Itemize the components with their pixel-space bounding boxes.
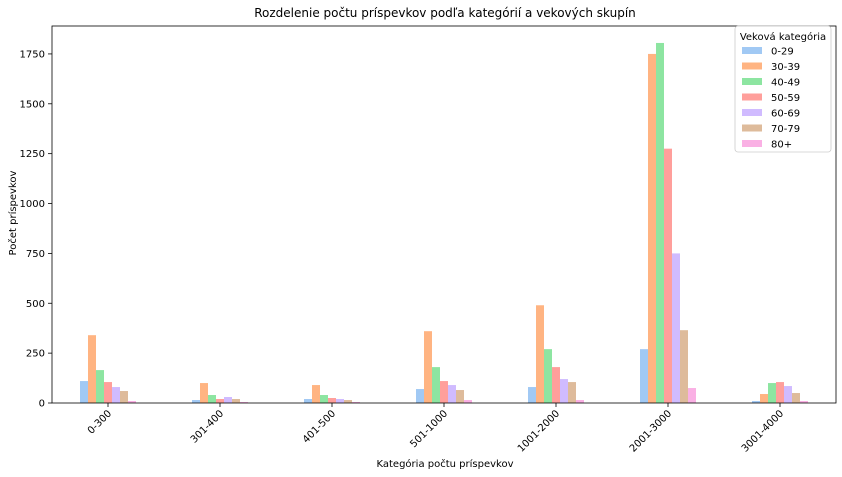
- bar-3001-4000-30-39: [760, 394, 768, 403]
- bar-3001-4000-50-59: [776, 382, 784, 403]
- bar-301-400-40-49: [208, 395, 216, 403]
- x-axis-title: Kategória počtu príspevkov: [377, 458, 514, 470]
- legend-swatch-30-39: [742, 62, 762, 70]
- bar-301-400-30-39: [200, 383, 208, 403]
- y-tick-label: 750: [26, 249, 45, 260]
- bar-3001-4000-0-29: [752, 401, 760, 403]
- legend-swatch-60-69: [742, 109, 762, 116]
- bar-3001-4000-40-49: [768, 383, 776, 403]
- chart-title: Rozdelenie počtu príspevkov podľa kategó…: [254, 6, 636, 20]
- y-tick-label: 500: [26, 299, 45, 310]
- bar-2001-3000-70-79: [680, 330, 688, 403]
- y-tick-label: 1750: [20, 49, 45, 60]
- legend-swatch-70-79: [742, 124, 762, 132]
- bar-401-500-0-29: [304, 399, 312, 403]
- x-tick-label: 401-500: [301, 408, 338, 445]
- bar-401-500-70-79: [344, 400, 352, 403]
- y-tick-label: 1500: [20, 99, 45, 110]
- y-tick-label: 0: [39, 399, 45, 410]
- bar-1001-2000-50-59: [552, 367, 560, 403]
- bar-401-500-50-59: [328, 398, 336, 403]
- x-tick-label: 0-300: [86, 408, 114, 436]
- bar-1001-2000-0-29: [528, 387, 536, 403]
- bar-301-400-0-29: [192, 400, 200, 403]
- bar-1001-2000-30-39: [536, 305, 544, 403]
- bar-401-500-40-49: [320, 395, 328, 403]
- legend: Veková kategória 0-29 30-39 40-49 50-59 60-6…: [734, 25, 832, 153]
- bar-301-400-60-69: [224, 397, 232, 403]
- legend-label-70-79: 70-79: [771, 124, 800, 135]
- bar-501-1000-0-29: [416, 389, 424, 403]
- legend-title: Veková kategória: [740, 31, 826, 43]
- plot-frame: [51, 25, 837, 404]
- bar-301-400-80+: [240, 402, 248, 403]
- bar-0-300-80+: [128, 401, 136, 403]
- bar-3001-4000-80+: [800, 401, 808, 403]
- bar-301-400-70-79: [232, 399, 240, 403]
- bar-401-500-80+: [352, 402, 360, 403]
- bar-501-1000-80+: [464, 400, 472, 403]
- bar-2001-3000-80+: [688, 388, 696, 403]
- legend-swatch-40-49: [742, 78, 762, 85]
- bar-2001-3000-40-49: [656, 42, 664, 404]
- bar-501-1000-40-49: [432, 367, 440, 403]
- bar-501-1000-70-79: [456, 390, 464, 403]
- bar-501-1000-30-39: [424, 331, 432, 403]
- bar-401-500-30-39: [312, 385, 320, 403]
- bar-501-1000-50-59: [440, 381, 448, 403]
- bar-3001-4000-60-69: [784, 386, 792, 403]
- bar-2001-3000-0-29: [640, 349, 648, 403]
- bar-3001-4000-70-79: [792, 393, 800, 403]
- legend-label-60-69: 60-69: [771, 109, 800, 120]
- x-tick-label: 1001-2000: [516, 408, 562, 454]
- y-axis: 0 250 500 750 1000 1250 1500 1750: [20, 49, 52, 410]
- y-tick-label: 250: [26, 349, 45, 360]
- y-tick-label: 1000: [20, 199, 45, 210]
- bar-2001-3000-50-59: [664, 148, 672, 403]
- bar-2001-3000-30-39: [648, 53, 656, 404]
- x-axis: 0-300 301-400 401-500 501-1000 1001-2000 2001…: [86, 403, 786, 455]
- legend-items: 0-29 30-39 40-49 50-59 60-69 70-79 80+: [742, 47, 800, 151]
- x-tick-label: 301-400: [189, 408, 226, 445]
- bar-0-300-30-39: [88, 335, 96, 403]
- legend-swatch-80+: [742, 140, 762, 147]
- x-tick-label: 2001-3000: [628, 408, 674, 454]
- bar-0-300-50-59: [104, 382, 112, 403]
- legend-label-80+: 80+: [771, 140, 792, 151]
- legend-label-40-49: 40-49: [771, 78, 800, 89]
- bar-0-300-40-49: [96, 370, 104, 403]
- y-tick-label: 1250: [20, 149, 45, 160]
- bar-301-400-50-59: [216, 399, 224, 403]
- bar-501-1000-60-69: [448, 385, 456, 403]
- legend-swatch-0-29: [742, 47, 762, 54]
- legend-box: [734, 25, 832, 153]
- bar-401-500-60-69: [336, 399, 344, 403]
- legend-swatch-50-59: [742, 93, 762, 101]
- bar-1001-2000-70-79: [568, 382, 576, 403]
- bar-2001-3000-60-69: [672, 253, 680, 403]
- bar-0-300-60-69: [112, 387, 120, 403]
- bar-1001-2000-60-69: [560, 379, 568, 403]
- bar-1001-2000-40-49: [544, 349, 552, 403]
- legend-label-0-29: 0-29: [771, 47, 794, 58]
- legend-label-30-39: 30-39: [771, 62, 800, 73]
- bar-0-300-70-79: [120, 391, 128, 403]
- bars-layer: [80, 42, 808, 404]
- legend-label-50-59: 50-59: [771, 93, 800, 104]
- x-tick-label: 3001-4000: [740, 408, 786, 454]
- bar-0-300-0-29: [80, 381, 88, 403]
- bar-1001-2000-80+: [576, 400, 584, 403]
- x-tick-label: 501-1000: [408, 408, 450, 450]
- y-axis-title: Počet príspevkov: [7, 170, 19, 255]
